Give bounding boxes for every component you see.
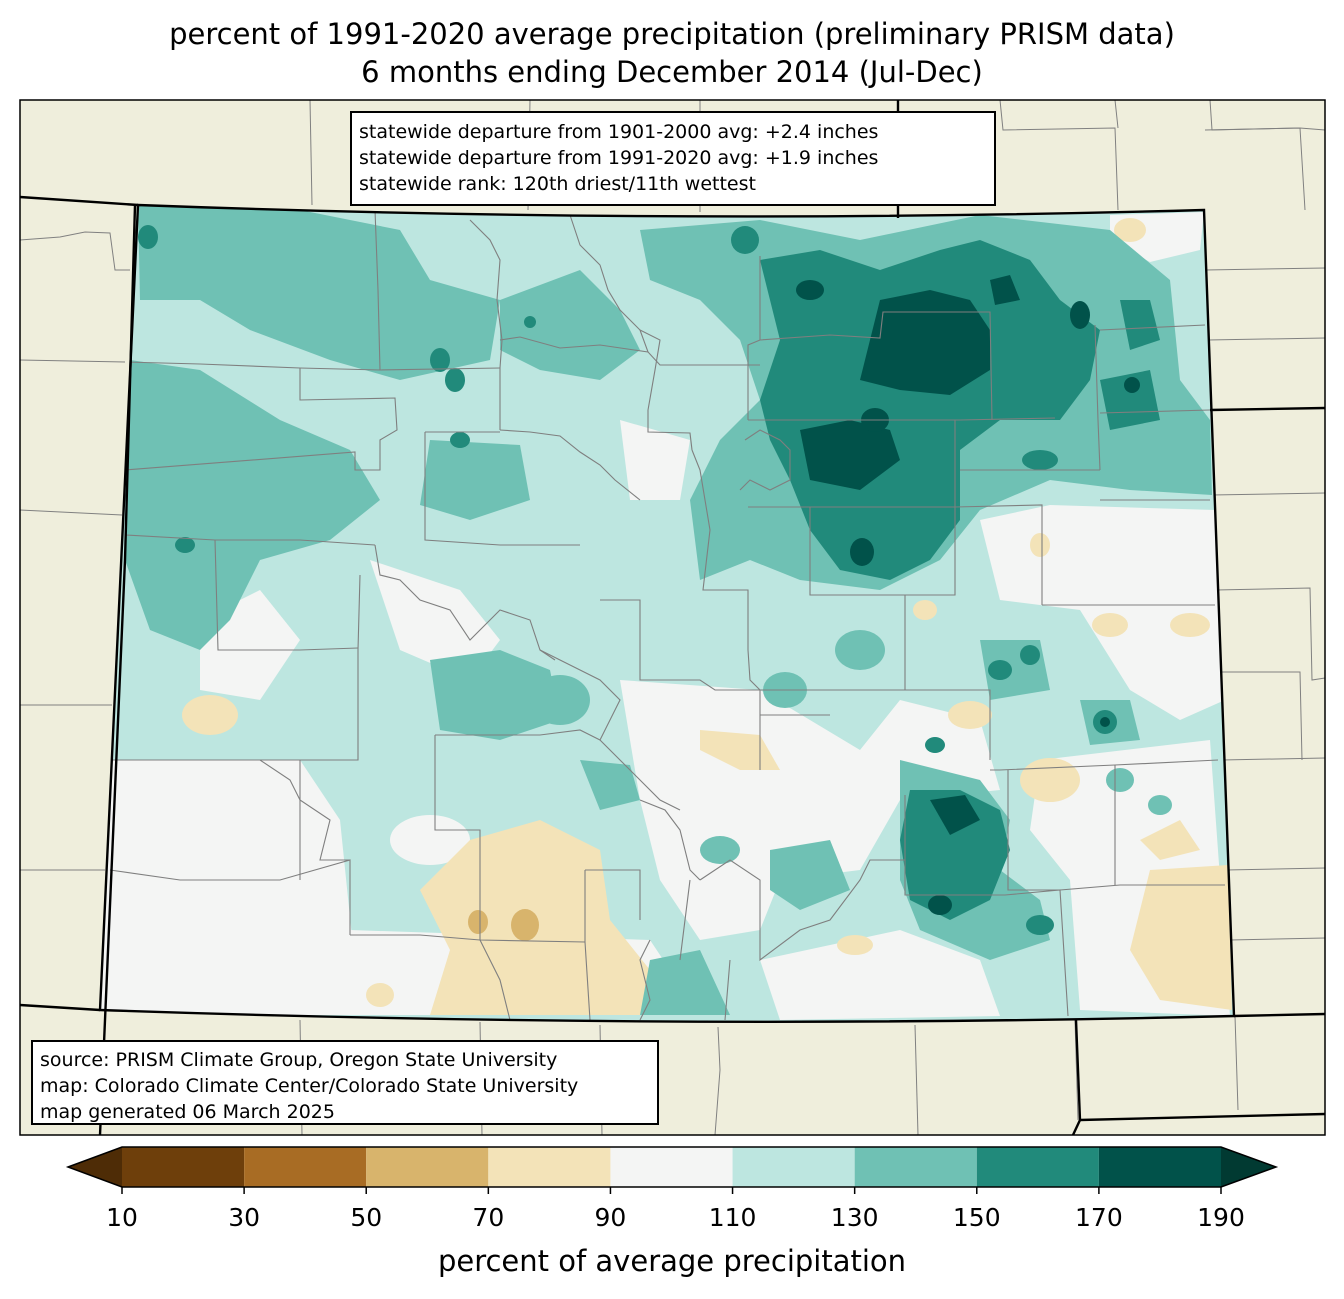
colorbar-tick-label-2: 50 [350, 1203, 383, 1232]
colorbar-under-arrow [68, 1147, 122, 1187]
stats-rank: statewide rank: 120th driest/11th wettes… [359, 173, 756, 195]
credits-map: map: Colorado Climate Center/Colorado St… [40, 1075, 579, 1097]
colorbar-tick-label-4: 90 [594, 1203, 627, 1232]
map-subtitle: 6 months ending December 2014 (Jul-Dec) [361, 55, 983, 89]
colorbar-bin-5 [732, 1147, 855, 1187]
map-frame [19, 99, 1326, 1136]
colorbar-bin-4 [610, 1147, 733, 1187]
colorbar-over-arrow [1221, 1147, 1276, 1187]
colorbar-tick-label-6: 130 [830, 1203, 879, 1232]
colorbar-bin-8 [1098, 1147, 1221, 1187]
colorbar-bin-2 [366, 1147, 489, 1187]
colorbar-tick-label-3: 70 [472, 1203, 505, 1232]
credits-generated: map generated 06 March 2025 [40, 1101, 335, 1123]
colorbar-bin-3 [488, 1147, 611, 1187]
colorbar-label: percent of average precipitation [437, 1244, 907, 1278]
stats-departure-1901: statewide departure from 1901-2000 avg: … [359, 121, 879, 143]
colorbar-tick-label-0: 10 [106, 1203, 138, 1232]
colorbar [65, 1146, 1279, 1194]
credits-box: source: PRISM Climate Group, Oregon Stat… [31, 1040, 659, 1125]
colorbar-tick-label-8: 170 [1075, 1203, 1123, 1232]
colorbar-tick-label-9: 190 [1197, 1203, 1245, 1232]
colorbar-bin-1 [244, 1147, 367, 1187]
credits-source: source: PRISM Climate Group, Oregon Stat… [40, 1049, 558, 1071]
map-title: percent of 1991-2020 average precipitati… [169, 17, 1175, 51]
colorbar-bin-6 [854, 1147, 977, 1187]
colorbar-bin-7 [976, 1147, 1099, 1187]
county-boundaries [109, 209, 1225, 1021]
colorbar-tick-label-7: 150 [952, 1203, 1001, 1232]
colorbar-tick-label-1: 30 [228, 1203, 261, 1232]
colorbar-bin-0 [122, 1147, 245, 1187]
precipitation-field [100, 205, 1234, 1022]
colorbar-tick-label-5: 110 [708, 1203, 757, 1232]
stats-departure-1991: statewide departure from 1991-2020 avg: … [359, 147, 879, 169]
statewide-stats-box: statewide departure from 1901-2000 avg: … [350, 111, 996, 206]
